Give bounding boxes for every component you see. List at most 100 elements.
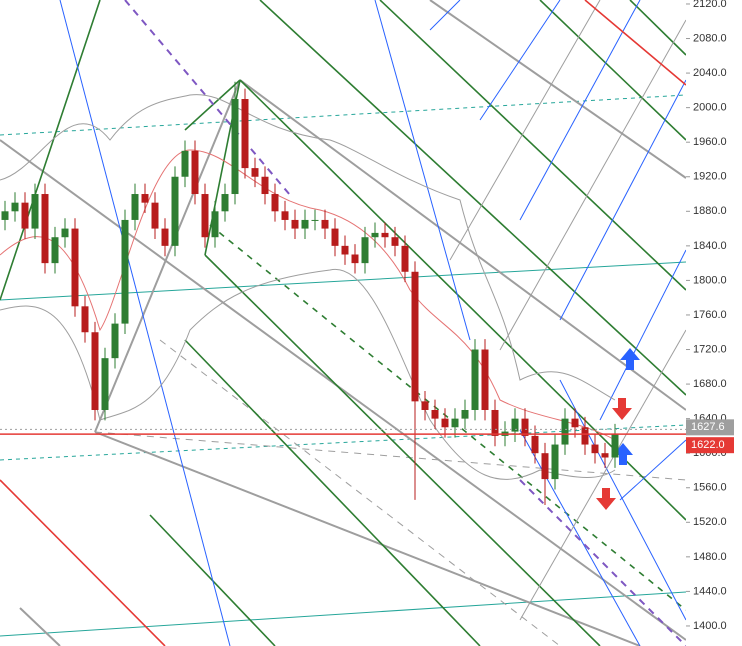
candle-body (541, 453, 549, 480)
candle-body (351, 254, 359, 264)
trend-line (94, 431, 641, 646)
pitchfork-line (184, 79, 241, 131)
candle-body (401, 245, 409, 272)
trend-line (0, 479, 166, 646)
candle-body (141, 194, 149, 203)
candle-body (261, 176, 269, 195)
fan-line (559, 79, 687, 321)
candle-body (61, 228, 69, 238)
candle-body (1, 211, 9, 220)
candle-body (421, 401, 429, 410)
candle-body (581, 427, 589, 445)
candle-body (231, 98, 239, 195)
bollinger-band (0, 94, 616, 401)
candle-body (111, 323, 119, 359)
trend-line (94, 79, 241, 433)
candle-body (41, 194, 49, 264)
candle-body (331, 228, 339, 246)
fan-line (519, 0, 641, 221)
candle-body (341, 245, 349, 255)
y-tick-label: 2000.0 (693, 102, 727, 114)
fan-line (429, 0, 461, 31)
candle-body (241, 98, 249, 169)
fan-line (519, 429, 641, 646)
y-tick-label: 2120.0 (693, 0, 727, 10)
candle-body (21, 202, 29, 229)
pitchfork-line (629, 0, 687, 56)
y-tick-label: 1920.0 (693, 171, 727, 183)
candle-body (31, 194, 39, 229)
pitchfork-line (209, 224, 687, 611)
candles (0, 81, 686, 506)
candle-body (571, 418, 579, 428)
y-tick-label: 1840.0 (693, 240, 727, 252)
y-tick-label: 2080.0 (693, 32, 727, 44)
candle-body (91, 332, 99, 410)
candle-body (201, 194, 209, 238)
candle-body (131, 194, 139, 220)
trend-line (239, 79, 687, 411)
trend-line (94, 431, 687, 481)
fan-line (374, 0, 471, 341)
axis-labels: 2120.0 2080.0 2040.0 2000.0 1960.0 1920.0 1880… (686, 0, 734, 632)
candle-body (161, 228, 169, 246)
pitchfork-line (204, 254, 601, 646)
trend-line (124, 0, 291, 196)
y-tick-label: 1400.0 (693, 620, 727, 632)
candle-body (411, 271, 419, 402)
candle-body (101, 358, 109, 410)
candle-body (121, 219, 129, 324)
trend-line (0, 139, 687, 641)
trend-line (159, 339, 561, 646)
trend-line (0, 261, 687, 301)
candle-body (291, 219, 299, 229)
candle-body (511, 418, 519, 432)
candle-body (361, 237, 369, 264)
price-label-box (686, 437, 734, 454)
candle-body (561, 418, 569, 445)
candle-body (281, 211, 289, 220)
candle-body (441, 418, 449, 428)
candle-body (461, 409, 469, 419)
bollinger-band (0, 268, 616, 480)
pitchfork-line (539, 0, 687, 141)
y-tick-label: 1440.0 (693, 585, 727, 597)
down-arrow (596, 488, 616, 510)
trend-line (0, 424, 687, 461)
candle-body (391, 237, 399, 246)
candle-body (471, 349, 479, 410)
candle-body (151, 202, 159, 229)
candle-body (311, 219, 319, 221)
y-tick-label: 1680.0 (693, 378, 727, 390)
fan-line (449, 0, 601, 261)
y-tick-label: 1520.0 (693, 516, 727, 528)
candle-body (371, 232, 379, 238)
moving-average (0, 149, 616, 441)
price-label: 1627.6 (691, 421, 725, 433)
trend-line (519, 479, 687, 646)
candle-body (551, 444, 559, 480)
pitchfork-line (259, 0, 687, 396)
candle-body (301, 219, 309, 229)
candle-body (521, 418, 529, 436)
y-tick-label: 1880.0 (693, 205, 727, 217)
trend-line (19, 607, 61, 646)
candle-body (11, 202, 19, 212)
trend-line (0, 591, 687, 637)
y-tick-label: 1480.0 (693, 551, 727, 563)
pitchfork-line (379, 0, 687, 291)
trend-line (429, 0, 687, 179)
candle-body (381, 232, 389, 238)
price-label: 1622.0 (691, 439, 725, 451)
candle-body (531, 435, 539, 454)
candle-body (481, 349, 489, 410)
candle-body (601, 453, 609, 458)
candle-body (211, 211, 219, 238)
fan-line (599, 249, 687, 421)
fan-line (479, 0, 561, 121)
candle-body (591, 444, 599, 454)
candle-body (51, 237, 59, 264)
candle-body (491, 409, 499, 436)
candle-body (271, 194, 279, 212)
